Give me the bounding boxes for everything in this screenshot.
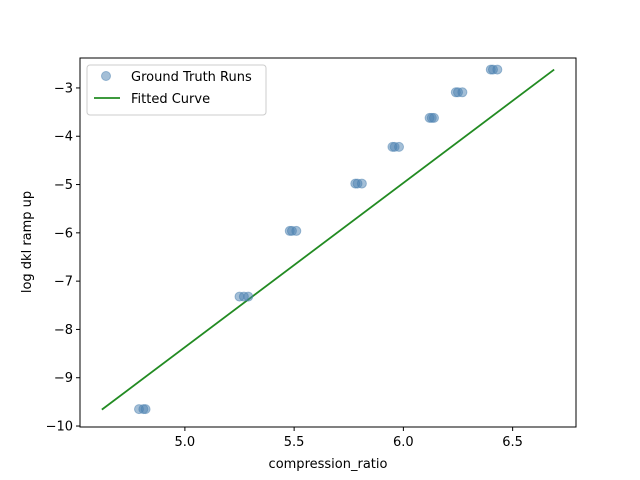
scatter-point: [457, 87, 468, 98]
y-tick-label: −10: [46, 420, 73, 435]
scatter-point: [243, 291, 254, 302]
axes-frame: [79, 57, 577, 428]
legend-marker-ground-truth: [101, 71, 111, 81]
plot-area: [79, 57, 577, 428]
scatter-point: [291, 225, 302, 236]
y-tick-label: −9: [54, 371, 73, 386]
y-tick-label: −3: [54, 81, 73, 96]
legend: Ground Truth Runs Fitted Curve: [86, 64, 267, 116]
x-tick-label: 5.5: [284, 435, 305, 450]
y-tick-label: −7: [54, 275, 73, 290]
fitted-curve-layer: [101, 68, 555, 411]
legend-label-ground-truth: Ground Truth Runs: [131, 70, 252, 85]
x-tick-label: 6.5: [502, 435, 523, 450]
y-tick-label: −5: [54, 178, 73, 193]
scatter-points-layer: [134, 64, 503, 415]
scatter-point: [140, 404, 151, 415]
x-axis-label: compression_ratio: [269, 457, 388, 472]
scatter-point: [394, 141, 405, 152]
scatter-point: [428, 112, 439, 123]
y-tick-label: −8: [54, 323, 73, 338]
y-tick-label: −4: [54, 130, 73, 145]
y-axis-label: log dkl ramp up: [20, 191, 35, 293]
scatter-point: [356, 178, 367, 189]
legend-box: [86, 64, 267, 116]
x-axis-ticks: 5.0 5.5 6.0 6.5: [175, 427, 523, 450]
legend-label-fitted-curve: Fitted Curve: [131, 92, 210, 107]
scatter-point: [492, 64, 503, 75]
y-axis-ticks: −10 −9 −8 −7 −6 −5 −4 −3: [46, 81, 80, 435]
y-tick-label: −6: [54, 226, 73, 241]
fitted-curve-line: [101, 68, 555, 411]
x-tick-label: 6.0: [393, 435, 414, 450]
x-tick-label: 5.0: [175, 435, 196, 450]
